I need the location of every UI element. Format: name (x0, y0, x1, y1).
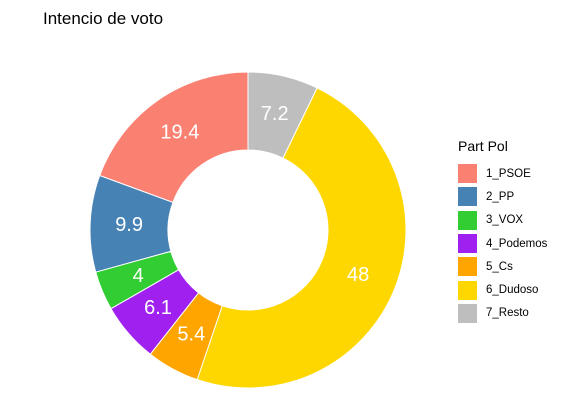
legend-items: 1_PSOE 2_PP 3_VOX 4_Podemos 5_Cs 6_Dudoso 7_Re… (458, 162, 547, 325)
legend-item-7-resto: 7_Resto (458, 302, 547, 325)
chart-title: Intencio de voto (43, 9, 164, 28)
legend-label: 7_Resto (486, 307, 529, 320)
data-label-5-cs: 5.4 (177, 324, 205, 346)
legend-item-3-vox: 3_VOX (458, 209, 547, 232)
donut-slices (89, 71, 407, 389)
data-label-7-resto: 7.2 (261, 103, 289, 125)
data-label-3-vox: 4 (133, 265, 144, 287)
legend-label: 5_Cs (486, 260, 513, 273)
legend-label: 3_VOX (486, 214, 524, 227)
data-label-4-podemos: 6.1 (144, 297, 172, 319)
legend: Part Pol 1_PSOE 2_PP 3_VOX 4_Podemos 5_Cs 6_D… (458, 138, 547, 325)
data-label-1-psoe: 19.4 (160, 121, 199, 143)
legend-key (458, 234, 477, 254)
legend-item-2-pp: 2_PP (458, 185, 547, 208)
data-label-6-dudoso: 48 (347, 264, 369, 286)
legend-key (458, 280, 477, 300)
legend-label: 6_Dudoso (486, 284, 539, 297)
legend-key (458, 303, 477, 323)
donut-slice-6-dudoso (196, 87, 407, 389)
legend-label: 1_PSOE (486, 167, 531, 180)
donut-slice-7-resto (247, 71, 318, 159)
legend-key (458, 164, 477, 184)
legend-item-1-psoe: 1_PSOE (458, 162, 547, 185)
legend-label: 2_PP (486, 190, 515, 203)
legend-key (458, 257, 477, 277)
legend-key (458, 187, 477, 207)
legend-item-5-cs: 5_Cs (458, 255, 547, 278)
donut-slice-1-psoe (99, 71, 249, 204)
legend-title: Part Pol (458, 138, 508, 154)
legend-item-6-dudoso: 6_Dudoso (458, 278, 547, 301)
legend-key (458, 210, 477, 230)
donut-data-labels: 19.4 9.9 46.15.4 48 7.2 (115, 103, 369, 346)
data-label-2-pp: 9.9 (115, 214, 143, 236)
legend-label: 4_Podemos (486, 237, 548, 250)
legend-item-4-podemos: 4_Podemos (458, 232, 547, 255)
